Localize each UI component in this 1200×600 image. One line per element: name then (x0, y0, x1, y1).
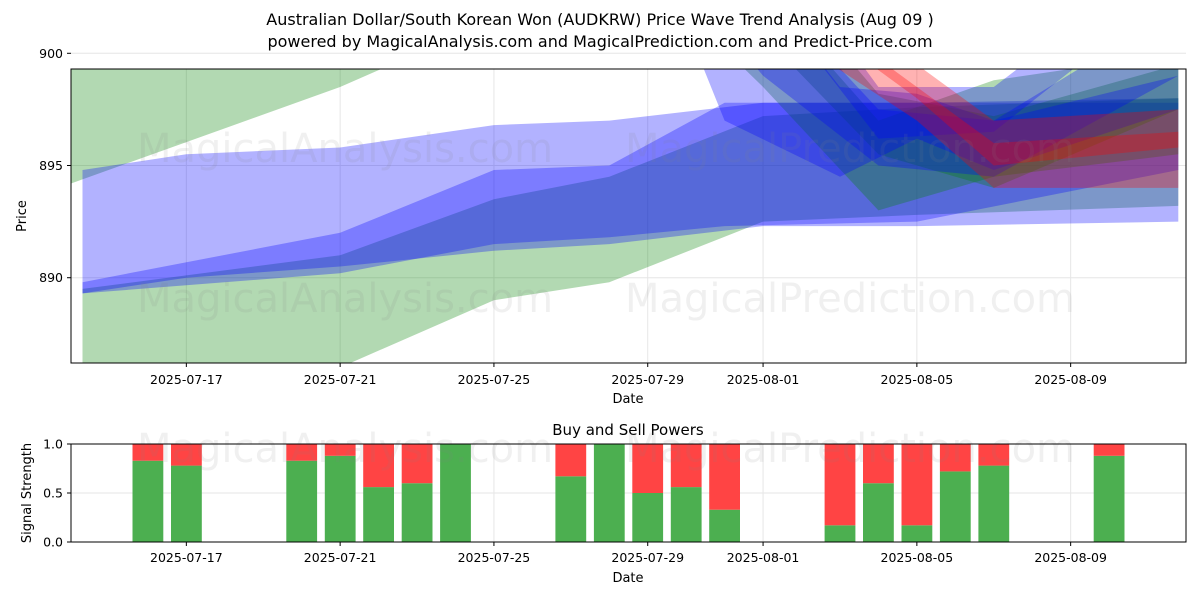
price-x-tick-label: 2025-07-21 (304, 372, 377, 387)
sell-bar (132, 444, 164, 461)
price-y-axis-label: Price (15, 200, 30, 232)
buy-bar (901, 525, 933, 542)
buy-bar (978, 465, 1010, 542)
wave-band-blue-7 (824, 69, 1074, 139)
signal-y-axis-label: Signal Strength (20, 443, 35, 543)
buy-bar (440, 444, 471, 542)
buy-bar (324, 455, 356, 542)
sell-bar (863, 444, 894, 484)
wave-band-green-1 (71, 69, 382, 184)
buy-bar (363, 487, 394, 542)
wave-band-green-2 (82, 98, 1179, 363)
watermark-prediction-bottom: MagicalPrediction.com (625, 426, 1075, 472)
sell-bar (1093, 444, 1125, 456)
buy-bar (132, 460, 164, 542)
price-x-axis-label: Date (612, 392, 643, 407)
signal-x-axis-label: Date (612, 571, 643, 586)
price-x-tick-label: 2025-08-09 (1034, 372, 1107, 387)
price-grid (71, 52, 1186, 363)
wave-band-blue-8 (757, 69, 1179, 177)
price-x-tick-label: 2025-07-29 (611, 372, 684, 387)
wave-bands (71, 69, 1179, 363)
wave-band-green-6 (795, 69, 1179, 188)
buy-bar (286, 460, 318, 542)
sell-bar (632, 444, 664, 493)
sell-bar (363, 444, 394, 488)
price-x-tick-label: 2025-08-05 (881, 372, 954, 387)
buy-sell-title: Buy and Sell Powers (552, 421, 704, 439)
signal-y-tick-label: 0.5 (43, 486, 63, 501)
price-x-tick-label: 2025-07-17 (150, 372, 223, 387)
buy-bar (939, 471, 971, 542)
sell-bar (401, 444, 433, 484)
price-y-tick-label: 890 (39, 270, 63, 285)
buy-bar (593, 444, 625, 542)
sell-bar (824, 444, 856, 526)
signal-x-tick-label: 2025-08-05 (881, 550, 954, 565)
watermark-analysis-mid: MagicalAnalysis.com (137, 276, 553, 322)
price-y-tick-label: 900 (39, 46, 63, 61)
signal-x-ticks: 2025-07-17 2025-07-21 2025-07-25 2025-07-29… (150, 542, 1107, 565)
price-x-tick-label: 2025-07-25 (458, 372, 531, 387)
watermark-prediction-mid: MagicalPrediction.com (625, 276, 1075, 322)
signal-x-tick-label: 2025-07-25 (458, 550, 531, 565)
wave-band-blue-4 (82, 98, 1179, 294)
wave-band-green-5 (744, 69, 1179, 211)
price-y-ticks: 890895900905 (39, 46, 71, 285)
buy-bar (863, 483, 894, 542)
signal-x-tick-label: 2025-07-21 (304, 550, 377, 565)
watermark-analysis-top: MagicalAnalysis.com (137, 126, 553, 172)
chart-title-line1: Australian Dollar/South Korean Won (AUDK… (266, 10, 933, 29)
sell-bar (555, 444, 587, 477)
signal-bars (132, 444, 1125, 542)
price-y-tick-label: 895 (39, 158, 63, 173)
signal-x-tick-label: 2025-08-01 (727, 550, 800, 565)
signal-x-tick-label: 2025-07-17 (150, 550, 223, 565)
sell-bar (709, 444, 740, 510)
signal-x-tick-label: 2025-07-29 (611, 550, 684, 565)
wave-band-blue-3 (82, 102, 1179, 294)
buy-bar (401, 483, 433, 542)
sell-bar (286, 444, 318, 461)
price-x-tick-label: 2025-08-01 (727, 372, 800, 387)
sell-bar (171, 444, 202, 466)
watermark-analysis-bottom: MagicalAnalysis.com (137, 426, 553, 472)
wave-band-blue-9 (703, 69, 1179, 177)
wave-band-red-11 (838, 69, 1179, 188)
sell-bar (324, 444, 356, 456)
buy-bar (670, 487, 702, 542)
sell-bar (939, 444, 971, 472)
price-wave-panel: MagicalAnalysis.com MagicalPrediction.co… (15, 46, 1187, 407)
price-axes-frame (70, 68, 1187, 364)
sell-bar (978, 444, 1010, 466)
buy-bar (632, 493, 664, 542)
buy-bar (171, 465, 202, 542)
watermark-prediction-top: MagicalPrediction.com (625, 126, 1075, 172)
signal-y-ticks: 0.0 0.5 1.0 (43, 437, 71, 550)
sell-bar (901, 444, 933, 526)
wave-band-red-10 (876, 69, 1179, 166)
buy-sell-panel: Buy and Sell Powers MagicalAnalysis.com … (20, 421, 1187, 586)
buy-bar (709, 509, 740, 542)
buy-bar (824, 525, 856, 542)
sell-bar (670, 444, 702, 488)
buy-bar (555, 476, 587, 542)
signal-x-tick-label: 2025-08-09 (1034, 550, 1107, 565)
chart-title-line2: powered by MagicalAnalysis.com and Magic… (267, 32, 932, 51)
buy-bar (1093, 455, 1125, 542)
signal-y-tick-label: 1.0 (43, 437, 63, 452)
price-x-ticks: 2025-07-17 2025-07-21 2025-07-25 2025-07-29… (150, 363, 1107, 387)
signal-y-tick-label: 0.0 (43, 535, 63, 550)
